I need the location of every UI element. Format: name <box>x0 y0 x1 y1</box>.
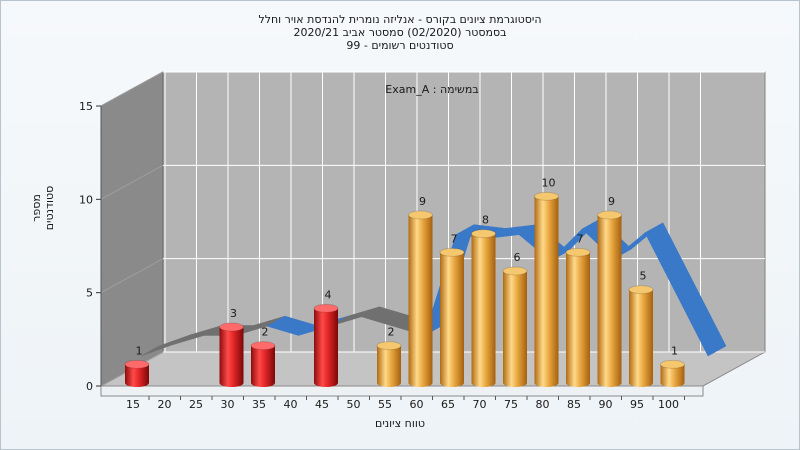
x-tick-label: 45 <box>315 398 329 411</box>
bar-cap <box>471 229 496 239</box>
chart-title-line-2: בסמסטר (02/2020) סמסטר אביב 2020/21 <box>293 26 507 39</box>
bar-value-label: 9 <box>419 195 426 208</box>
x-tick-label: 35 <box>252 398 266 411</box>
bar-body <box>471 233 496 387</box>
bar-body <box>125 364 149 387</box>
bar-x-90 <box>597 210 622 387</box>
bar-cap <box>534 191 559 201</box>
bar-body <box>408 214 433 387</box>
bar-cap <box>124 359 150 369</box>
bar-value-label: 8 <box>482 214 489 227</box>
bar-cap <box>313 303 339 313</box>
chart-title-line-3: סטודנטים רשומים - 99 <box>346 39 454 52</box>
bar-x-70 <box>471 229 496 387</box>
floor-front-edge <box>100 385 704 397</box>
bar-cap <box>408 210 433 220</box>
y-tick-label: 15 <box>79 100 93 113</box>
bar-body <box>440 252 464 387</box>
x-tick-label: 65 <box>441 398 455 411</box>
bar-body <box>314 308 338 387</box>
bar-cap <box>219 322 244 332</box>
bar-x-95 <box>628 285 654 387</box>
x-tick-label: 25 <box>189 398 203 411</box>
x-tick-label: 20 <box>158 398 172 411</box>
bar-body <box>629 289 653 387</box>
x-tick-label: 100 <box>658 398 679 411</box>
bar-body <box>503 270 527 387</box>
bar-value-label: 1 <box>136 344 143 357</box>
y-tick-label: 0 <box>86 380 93 393</box>
bar-body <box>219 326 244 387</box>
bar-x-45 <box>313 303 339 387</box>
gridline-wall <box>100 164 164 200</box>
chart-title-line-1: היסטוגרמת ציונים בקורס - אנליזה נומרית ל… <box>258 13 542 26</box>
bar-body <box>534 196 559 387</box>
x-tick-label: 40 <box>284 398 298 411</box>
x-tick-label: 80 <box>536 398 550 411</box>
bar-value-label: 6 <box>514 251 521 264</box>
bar-x-60 <box>408 210 433 387</box>
gridline-wall <box>100 71 164 107</box>
bar-value-label: 9 <box>608 195 615 208</box>
bar-cap <box>250 341 276 351</box>
y-tick-label: 10 <box>79 193 93 206</box>
bar-value-label: 5 <box>640 270 647 283</box>
bar-x-15 <box>124 359 150 387</box>
bar-cap <box>565 247 591 257</box>
y-axis-label: מספר סטודנטים <box>30 185 56 231</box>
bar-value-label: 7 <box>451 232 458 245</box>
bar-cap <box>502 266 528 276</box>
x-tick-label: 15 <box>126 398 140 411</box>
x-tick-label: 60 <box>410 398 424 411</box>
bar-cap <box>597 210 622 220</box>
bar-cap <box>439 247 465 257</box>
bar-value-label: 10 <box>542 176 556 189</box>
bar-x-30 <box>219 322 244 387</box>
bar-x-85 <box>565 247 591 387</box>
bar-value-label: 2 <box>262 326 269 339</box>
bar-value-label: 4 <box>325 288 332 301</box>
bar-x-80 <box>534 191 559 387</box>
bar-body <box>597 214 622 387</box>
bar-cap <box>660 359 685 369</box>
x-tick-label: 95 <box>630 398 644 411</box>
fit-curve-segment <box>676 284 727 357</box>
bar-x-75 <box>502 266 528 387</box>
x-tick-label: 90 <box>599 398 613 411</box>
bar-body <box>566 252 590 387</box>
x-tick-label: 70 <box>473 398 487 411</box>
legend-label: Exam_A : במשימה <box>385 83 478 96</box>
bar-body <box>251 345 275 387</box>
y-tick-label: 5 <box>86 287 93 300</box>
x-tick-label: 55 <box>378 398 392 411</box>
gridline-wall <box>100 258 164 294</box>
bar-cap <box>628 285 654 295</box>
bar-body <box>377 345 401 387</box>
bar-value-label: 2 <box>388 326 395 339</box>
bar-value-label: 7 <box>577 232 584 245</box>
bar-x-100 <box>660 359 685 387</box>
bar-x-55 <box>376 341 402 387</box>
bar-cap <box>376 341 402 351</box>
x-tick-label: 75 <box>504 398 518 411</box>
bar-body <box>660 364 685 387</box>
x-tick-label: 30 <box>221 398 235 411</box>
bar-x-65 <box>439 247 465 387</box>
x-axis-label: טווח ציונים <box>375 417 425 430</box>
left-wall <box>100 71 164 387</box>
bar-x-35 <box>250 341 276 387</box>
x-tick-label: 50 <box>347 398 361 411</box>
bar-value-label: 1 <box>671 344 678 357</box>
x-tick-label: 85 <box>567 398 581 411</box>
bar-value-label: 3 <box>230 307 237 320</box>
